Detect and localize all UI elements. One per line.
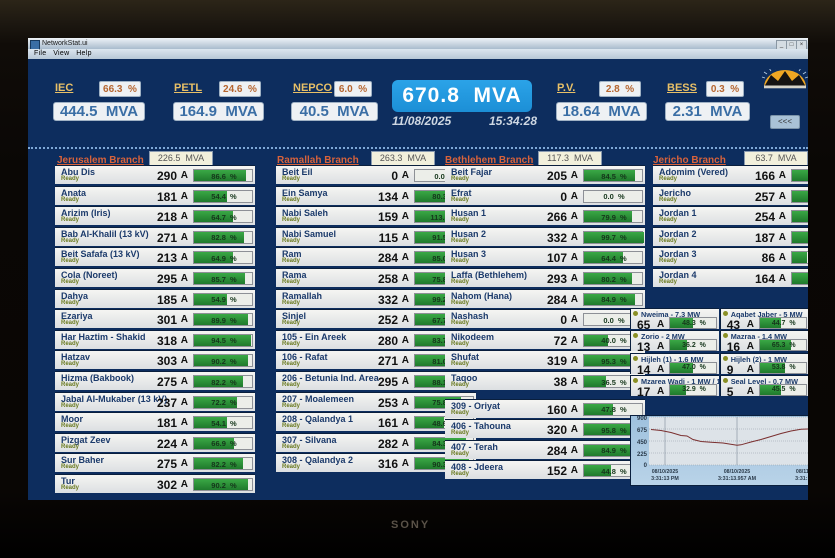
svg-text:3:31:13 PM: 3:31:13 PM: [651, 476, 679, 482]
svg-text:900: 900: [637, 416, 648, 422]
svg-text:0: 0: [644, 463, 648, 469]
svg-text:08/10/2025: 08/10/2025: [652, 469, 679, 475]
svg-text:3:31:13.957 AM: 3:31:13.957 AM: [718, 476, 757, 482]
svg-text:3:31:13 PM: 3:31:13 PM: [795, 476, 808, 482]
svg-text:08/11/2025: 08/11/2025: [796, 469, 808, 475]
svg-text:08/10/2025: 08/10/2025: [724, 469, 751, 475]
svg-text:450: 450: [637, 440, 648, 446]
svg-text:675: 675: [637, 428, 648, 434]
svg-text:225: 225: [637, 452, 648, 458]
